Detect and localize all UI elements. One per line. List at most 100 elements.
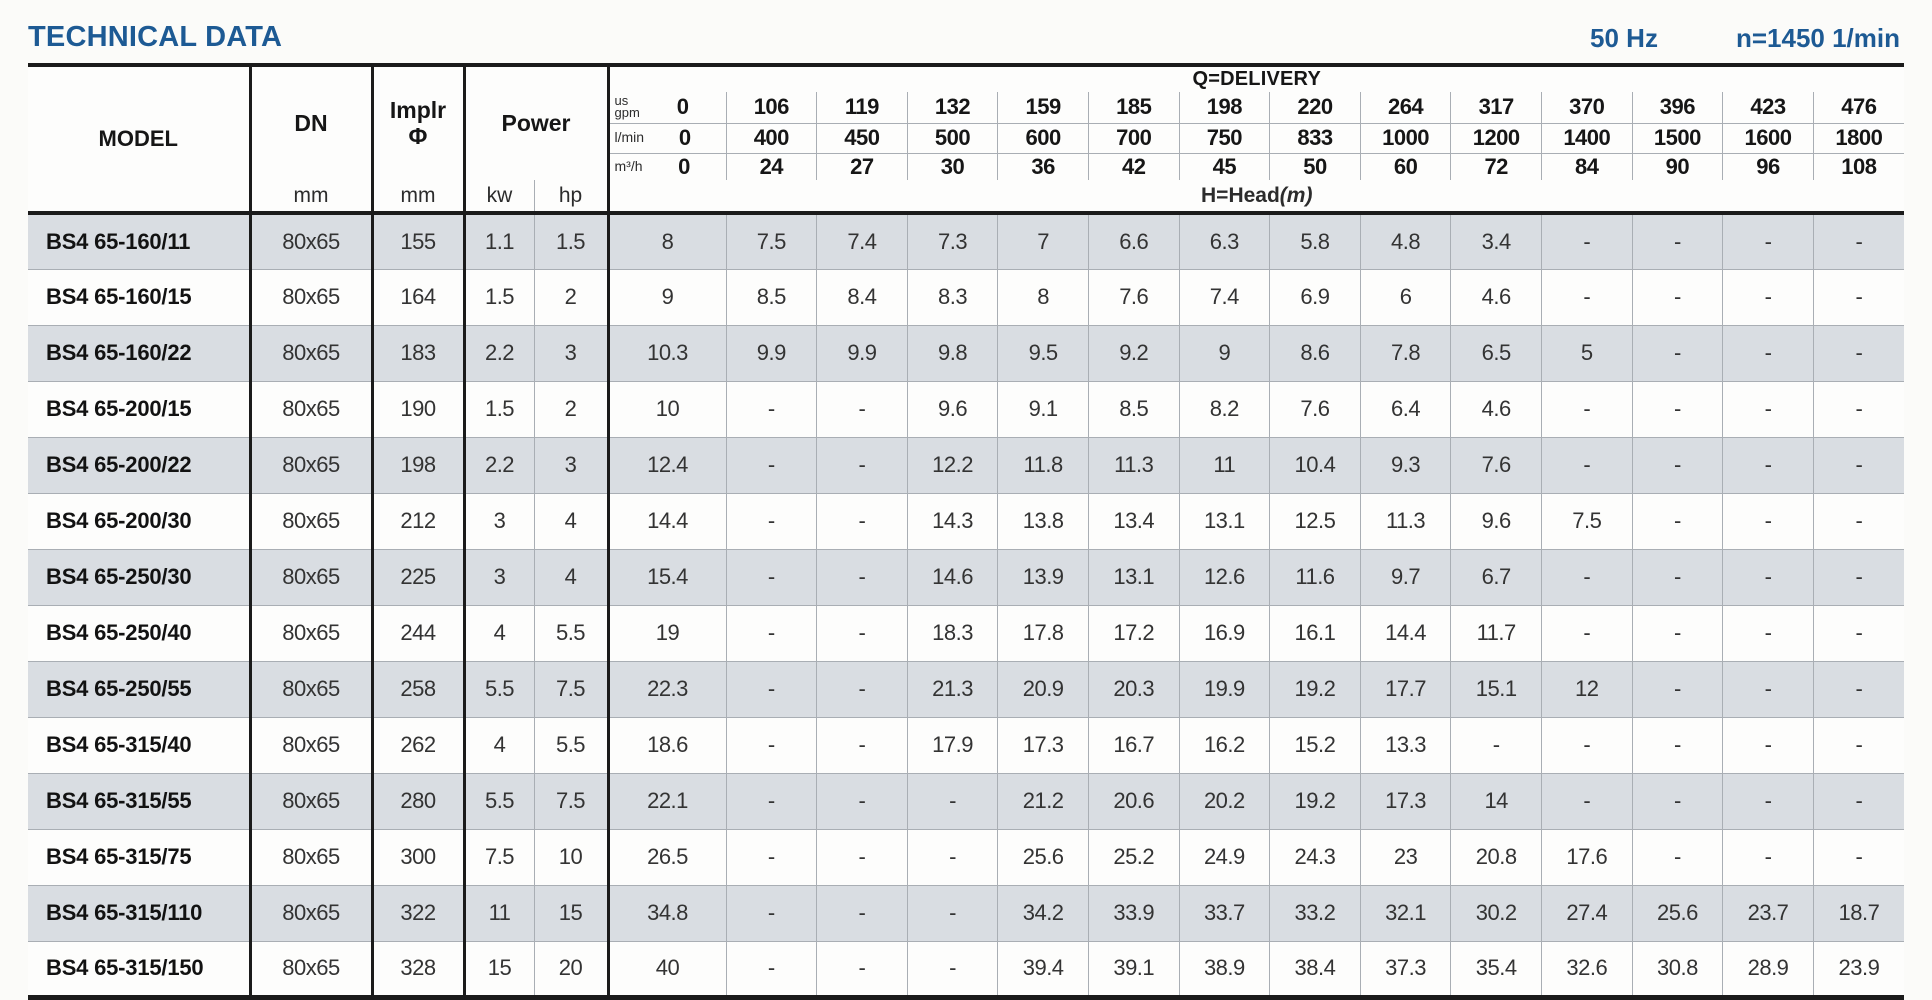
head-value-cell: - bbox=[1631, 716, 1723, 773]
model-cell: BS4 65-315/55 bbox=[28, 772, 250, 829]
impeller-cell: 280 bbox=[370, 772, 464, 829]
head-value-cell: 16.2 bbox=[1178, 716, 1270, 773]
kw-cell: 2.2 bbox=[462, 324, 534, 381]
model-cell: BS4 65-200/15 bbox=[28, 380, 250, 437]
head-value-cell: 12.5 bbox=[1269, 492, 1361, 549]
head-value-cell: 24.9 bbox=[1178, 828, 1270, 885]
delivery-value: 159 bbox=[997, 92, 1089, 124]
delivery-value: 700 bbox=[1087, 123, 1180, 154]
head-value-cell: 21.2 bbox=[997, 772, 1089, 829]
table-row: BS4 65-200/15 80x65 190 1.5 2 10- -9.6 9.1 8.5 8.… bbox=[28, 380, 1904, 437]
table-row: BS4 65-200/22 80x65 198 2.2 3 12.4- -12.2 11.8 1… bbox=[28, 436, 1904, 493]
hp-cell: 2 bbox=[533, 268, 608, 325]
head-value-cell: - bbox=[1631, 212, 1723, 269]
impeller-cell: 258 bbox=[370, 660, 464, 717]
delivery-value: 198 bbox=[1178, 92, 1270, 124]
hp-cell: 7.5 bbox=[533, 660, 608, 717]
head-value-cell: - bbox=[1722, 212, 1814, 269]
head-value-cell: - bbox=[1812, 772, 1904, 829]
head-value-cell: 14.4 bbox=[1359, 604, 1451, 661]
frequency-label: 50 Hz bbox=[1590, 23, 1658, 53]
dn-cell: 80x65 bbox=[248, 940, 372, 997]
head-value-cell: 7.4 bbox=[816, 212, 908, 269]
dn-cell: 80x65 bbox=[248, 212, 372, 269]
head-value-cell: 23 bbox=[1359, 828, 1451, 885]
delivery-value: 27 bbox=[816, 153, 908, 180]
head-value-cell: - bbox=[1631, 268, 1723, 325]
head-value-cell: 39.1 bbox=[1087, 940, 1180, 997]
delivery-header: Q=DELIVERY bbox=[606, 65, 1904, 92]
head-value-cell: - bbox=[816, 604, 908, 661]
head-value-cell: - bbox=[725, 716, 817, 773]
head-value-cell: 4.6 bbox=[1450, 380, 1542, 437]
head-value-cell: - bbox=[1540, 380, 1633, 437]
head-value-cell: 17.3 bbox=[1359, 772, 1451, 829]
dn-cell: 80x65 bbox=[248, 772, 372, 829]
head-value-cell: - bbox=[1812, 436, 1904, 493]
table-row: BS4 65-315/55 80x65 280 5.5 7.5 22.1- - -21.2 20… bbox=[28, 772, 1904, 829]
head-value-cell: 9.7 bbox=[1359, 548, 1451, 605]
delivery-row-m3h: m³/h 0 24 27 30 36 42 45 50 60 72 84 90 96 108 bbox=[28, 153, 1904, 180]
head-value-cell: - bbox=[1722, 380, 1814, 437]
hp-cell: 10 bbox=[533, 828, 608, 885]
head-value-cell: - bbox=[725, 492, 817, 549]
head-value-cell: 40 bbox=[606, 940, 726, 997]
head-value-cell: 8 bbox=[606, 212, 726, 269]
head-value-cell: 11.3 bbox=[1359, 492, 1451, 549]
head-value-cell: - bbox=[1722, 660, 1814, 717]
head-value-cell: - bbox=[725, 604, 817, 661]
delivery-value: 1500 bbox=[1631, 123, 1723, 154]
head-value-cell: - bbox=[1812, 716, 1904, 773]
dn-cell: 80x65 bbox=[248, 492, 372, 549]
model-cell: BS4 65-160/22 bbox=[28, 324, 250, 381]
head-value-cell: - bbox=[1722, 548, 1814, 605]
delivery-value: 400 bbox=[725, 123, 817, 154]
kw-cell: 7.5 bbox=[462, 828, 534, 885]
delivery-value: 24 bbox=[725, 153, 817, 180]
model-cell: BS4 65-250/30 bbox=[28, 548, 250, 605]
head-value-cell: 8.5 bbox=[1087, 380, 1180, 437]
delivery-value: 600 bbox=[997, 123, 1089, 154]
head-value-cell: 7.8 bbox=[1359, 324, 1451, 381]
model-cell: BS4 65-250/55 bbox=[28, 660, 250, 717]
hp-cell: 20 bbox=[533, 940, 608, 997]
table-row: BS4 65-250/55 80x65 258 5.5 7.5 22.3- -21.3 20.… bbox=[28, 660, 1904, 717]
delivery-value: 370 bbox=[1540, 92, 1633, 124]
head-value-cell: - bbox=[1722, 268, 1814, 325]
kw-cell: 1.1 bbox=[462, 212, 534, 269]
head-value-cell: - bbox=[725, 380, 817, 437]
head-value-cell: 16.1 bbox=[1269, 604, 1361, 661]
head-value-cell: - bbox=[1631, 324, 1723, 381]
head-value-cell: - bbox=[1812, 268, 1904, 325]
hp-cell: 3 bbox=[533, 324, 608, 381]
head-value-cell: 25.6 bbox=[997, 828, 1089, 885]
hp-cell: 4 bbox=[533, 548, 608, 605]
delivery-value: 0 bbox=[678, 153, 690, 179]
head-value-cell: - bbox=[1540, 604, 1633, 661]
head-value-cell: - bbox=[1722, 604, 1814, 661]
delivery-unit-cell: m³/h 0 bbox=[606, 153, 726, 180]
head-value-cell: 32.1 bbox=[1359, 884, 1451, 941]
dn-unit-label: mm bbox=[248, 180, 372, 215]
head-value-cell: 33.7 bbox=[1178, 884, 1270, 941]
delivery-value: 423 bbox=[1722, 92, 1814, 124]
head-value-cell: 16.7 bbox=[1087, 716, 1180, 773]
head-value-cell: 38.9 bbox=[1178, 940, 1270, 997]
column-header-model: MODEL bbox=[28, 65, 250, 215]
impeller-cell: 328 bbox=[370, 940, 464, 997]
head-value-cell: - bbox=[906, 828, 998, 885]
head-value-cell: 30.2 bbox=[1450, 884, 1542, 941]
model-cell: BS4 65-315/75 bbox=[28, 828, 250, 885]
impeller-cell: 183 bbox=[370, 324, 464, 381]
head-value-cell: - bbox=[816, 940, 908, 997]
delivery-value: 0 bbox=[676, 94, 689, 120]
kw-cell: 11 bbox=[462, 884, 534, 941]
delivery-row-usgpm: us gpm 0 106 119 132 159 185 198 220 264 317 370 396 4… bbox=[28, 92, 1904, 124]
head-value-cell: 9.5 bbox=[997, 324, 1089, 381]
impeller-cell: 155 bbox=[370, 212, 464, 269]
head-value-cell: 21.3 bbox=[906, 660, 998, 717]
head-value-cell: - bbox=[816, 380, 908, 437]
table-row: BS4 65-315/150 80x65 328 15 20 40- - -39.4 39.1 3… bbox=[28, 940, 1904, 997]
delivery-value: 396 bbox=[1631, 92, 1723, 124]
